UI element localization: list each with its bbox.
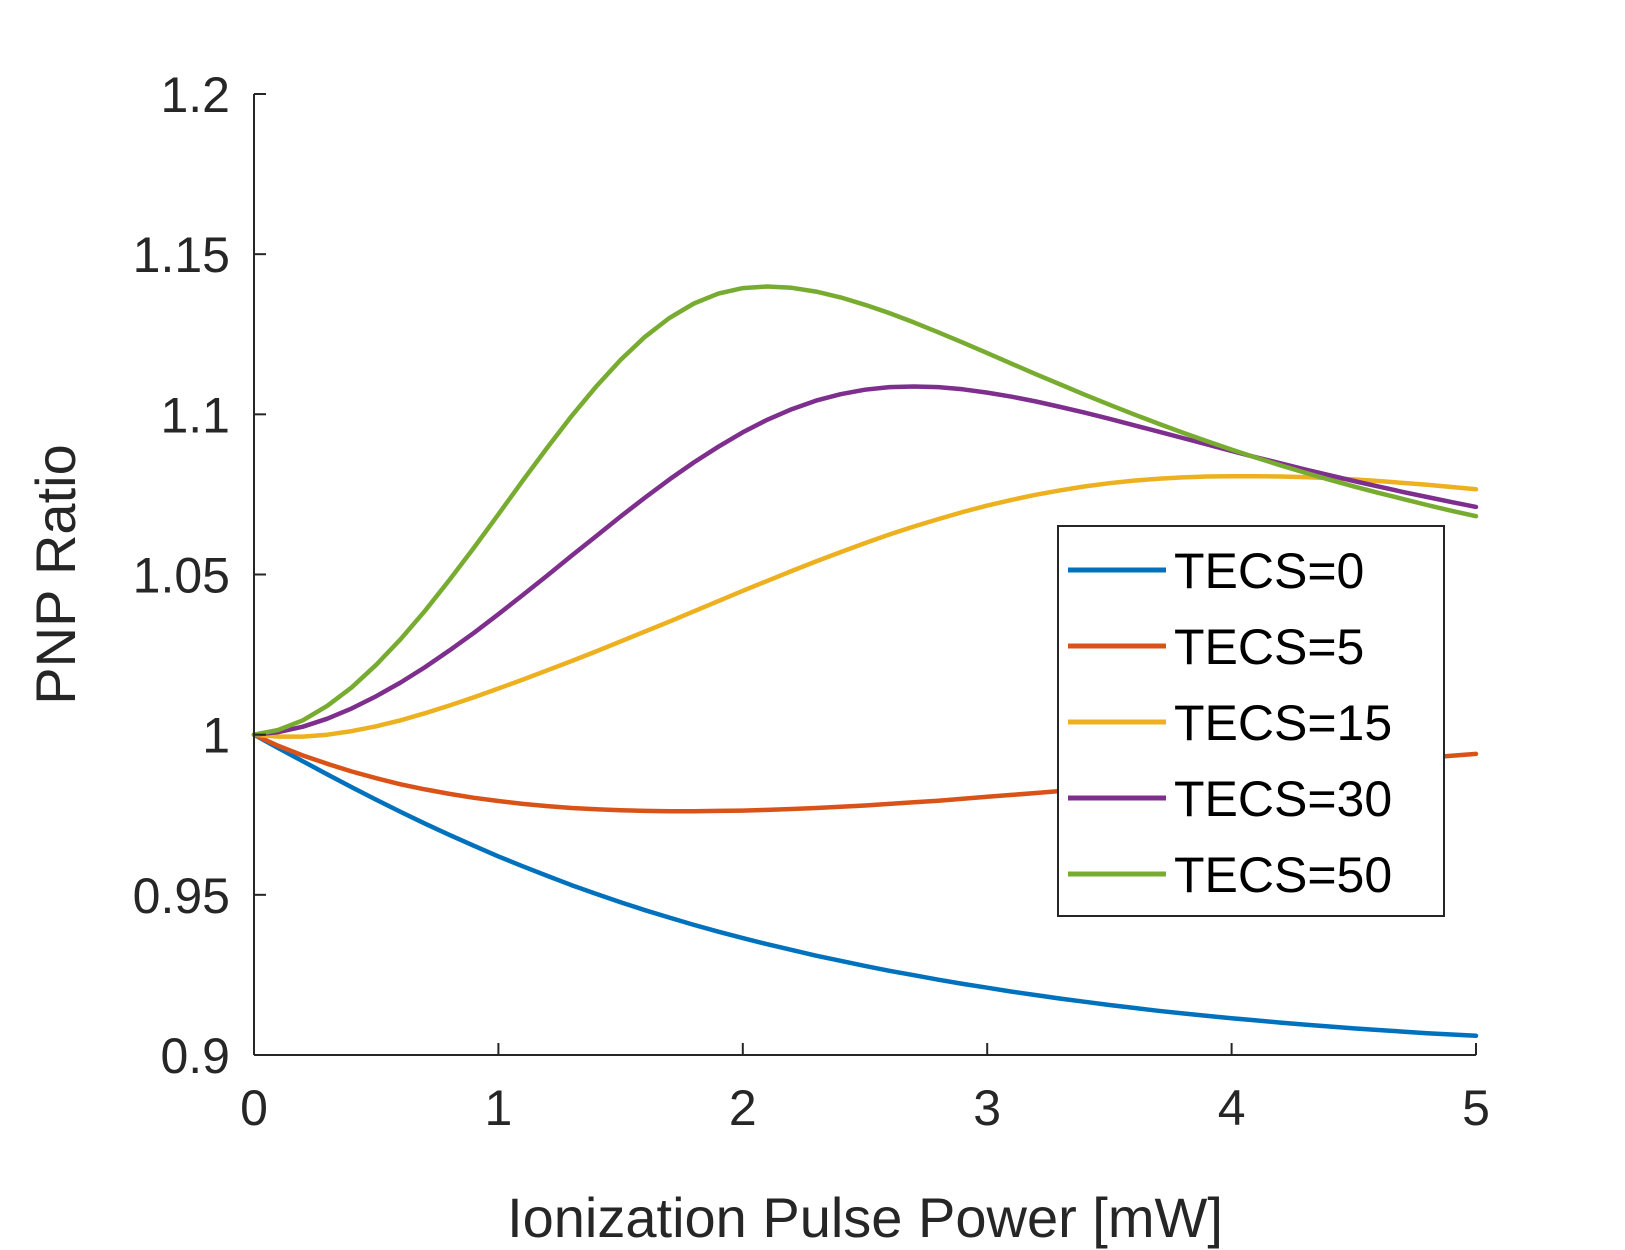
y-axis-title: PNP Ratio [24, 444, 87, 704]
y-tick-label: 1.1 [160, 387, 230, 443]
x-tick-label: 0 [240, 1080, 268, 1136]
series-line-tecs-50 [251, 284, 1479, 737]
series-line-tecs-0 [251, 732, 1479, 1039]
x-tick-label: 1 [484, 1080, 512, 1136]
x-tick-label: 4 [1218, 1080, 1246, 1136]
y-tick-label: 1.15 [133, 227, 230, 283]
x-tick-label: 2 [729, 1080, 757, 1136]
x-tick-label: 5 [1462, 1080, 1490, 1136]
x-axis-title: Ionization Pulse Power [mW] [507, 1186, 1223, 1249]
axes: 0 1 2 3 4 5 0.9 0.95 1 1.05 1.1 1.15 1.2 [133, 67, 1490, 1136]
y-tick-label: 1.05 [133, 548, 230, 604]
plot-lines [251, 284, 1479, 1039]
legend-label: TECS=0 [1174, 543, 1364, 599]
series-line-tecs-15 [251, 473, 1479, 739]
legend-label: TECS=50 [1174, 847, 1392, 903]
y-tick-label: 0.9 [160, 1028, 230, 1084]
legend-label: TECS=5 [1174, 619, 1364, 675]
x-tick-label: 3 [973, 1080, 1001, 1136]
y-tick-label: 1 [202, 708, 230, 764]
legend-label: TECS=15 [1174, 695, 1392, 751]
legend: TECS=0 TECS=5 TECS=15 TECS=30 TECS=50 [1057, 525, 1445, 917]
y-tick-label: 1.2 [160, 67, 230, 123]
y-tick-label: 0.95 [133, 868, 230, 924]
legend-label: TECS=30 [1174, 771, 1392, 827]
